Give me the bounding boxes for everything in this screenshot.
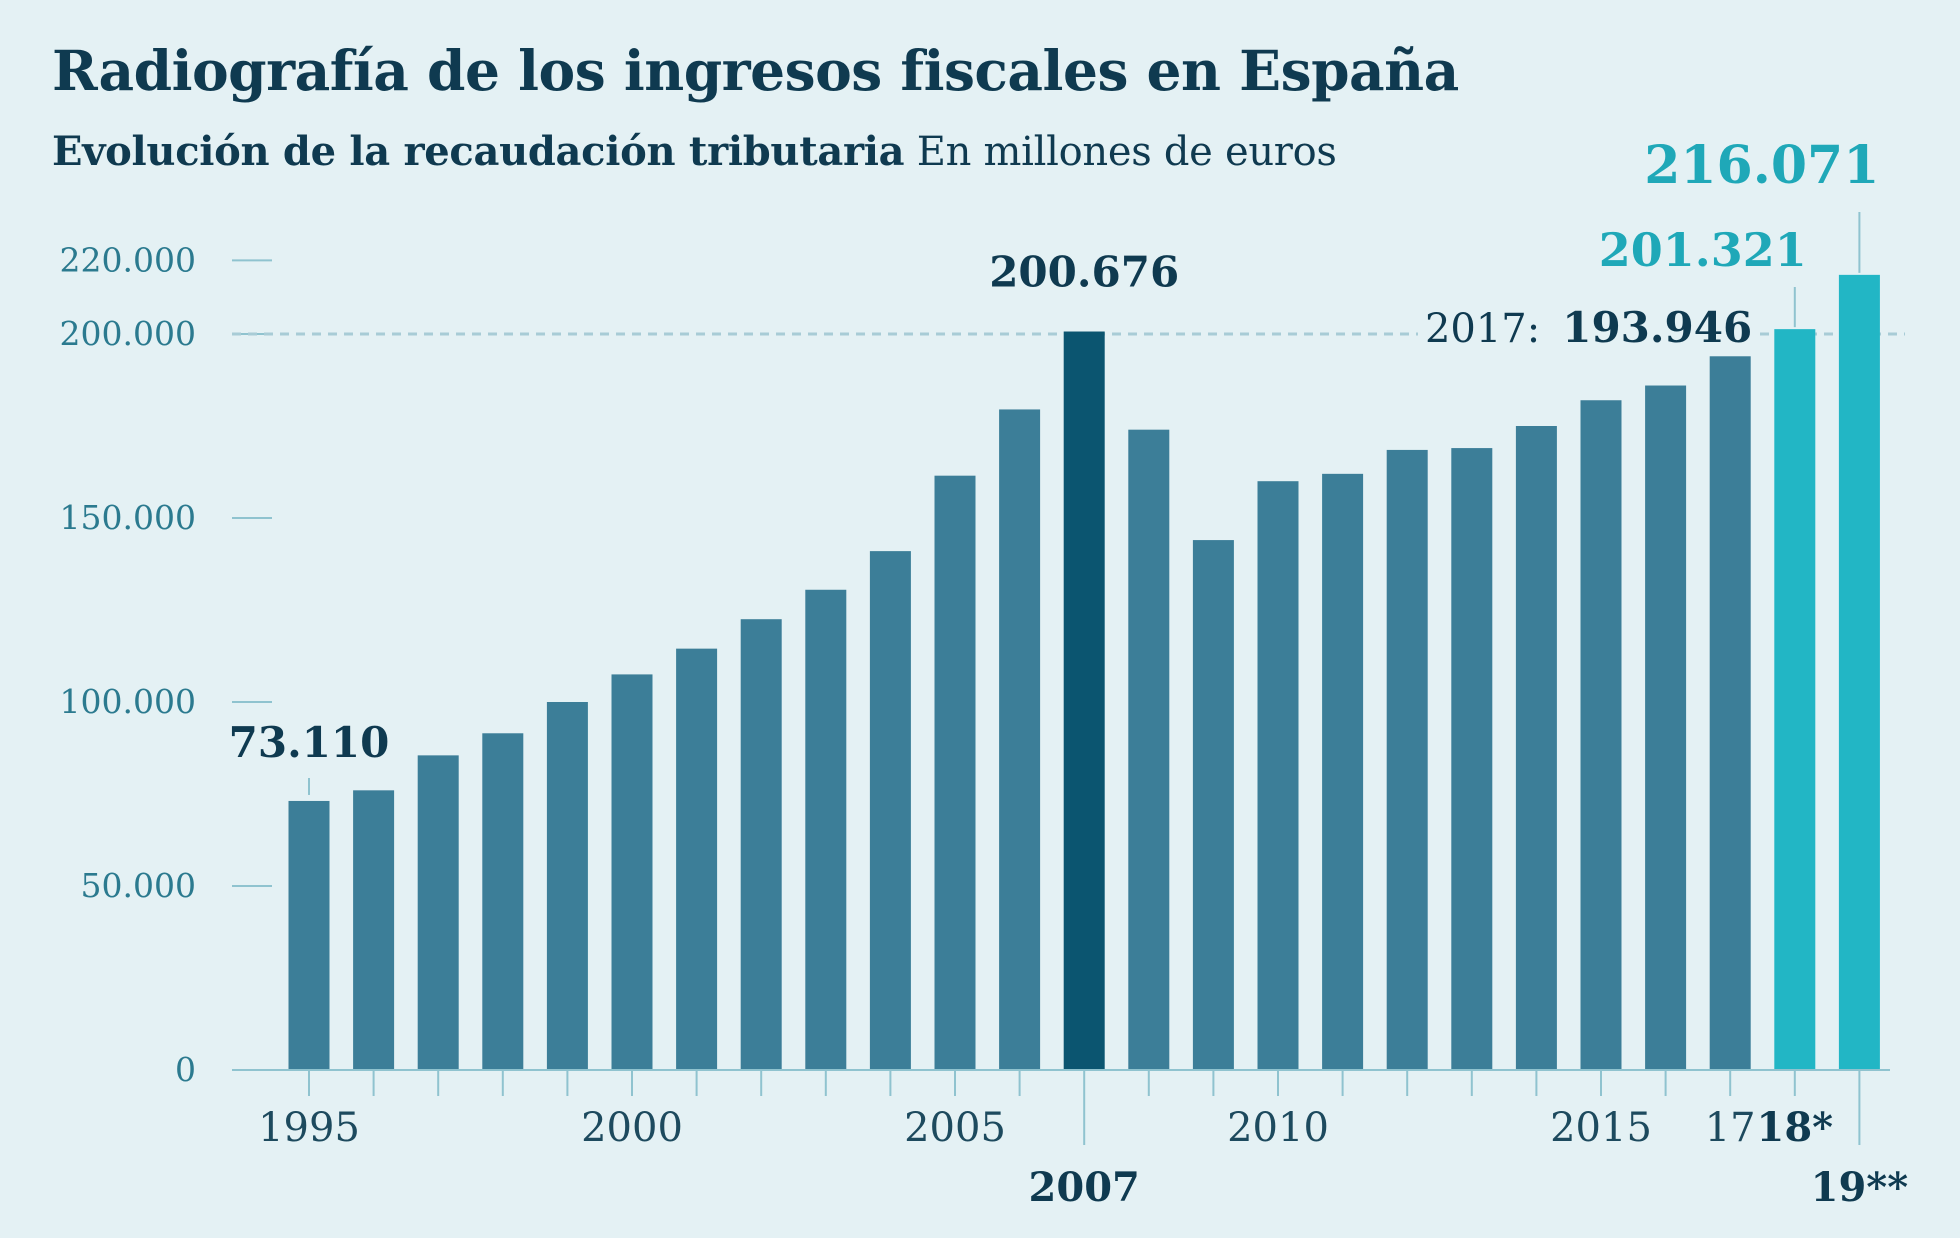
y-tick-label: 100.000 <box>60 682 196 721</box>
data-label-2017: 2017: 193.946 <box>1425 303 1752 352</box>
bar-1995 <box>288 800 330 1070</box>
bar-2004 <box>869 551 911 1070</box>
y-tick-label: 0 <box>175 1050 196 1089</box>
subtitle-bold: Evolución de la recaudación tributaria <box>52 128 905 175</box>
bar-2009 <box>1192 540 1234 1070</box>
y-tick-label: 220.000 <box>60 240 196 279</box>
bar-1999 <box>546 702 588 1070</box>
bar-2002 <box>740 619 782 1070</box>
bar-2011 <box>1322 473 1364 1071</box>
chart-subtitle: Evolución de la recaudación tributaria E… <box>52 128 1337 175</box>
bar-2007 <box>1063 331 1105 1070</box>
bar-2001 <box>676 648 718 1070</box>
bar-2005 <box>934 475 976 1070</box>
bars <box>288 274 1880 1071</box>
bar-1998 <box>482 733 524 1070</box>
bar-2000 <box>611 674 653 1070</box>
bar-2006 <box>999 409 1041 1070</box>
bar-2019 <box>1838 274 1880 1070</box>
bar-1996 <box>353 790 395 1070</box>
x-tick-label: 18* <box>1757 1104 1834 1151</box>
bar-2003 <box>805 589 847 1070</box>
x-tick-label: 1995 <box>258 1105 360 1151</box>
data-labels: 73.110 200.676 2017: 193.946 201.321 216.071 <box>229 135 1879 795</box>
data-label-value: 193.946 <box>1562 303 1752 352</box>
y-axis: 0 50.000 100.000 150.000 200.000 220.000 <box>60 240 272 1089</box>
y-tick-label: 50.000 <box>81 866 196 905</box>
bar-2008 <box>1128 429 1170 1070</box>
y-tick-label: 200.000 <box>60 314 196 353</box>
bar-2014 <box>1515 426 1557 1070</box>
bar-2013 <box>1451 448 1493 1071</box>
x-tick-label: 2010 <box>1227 1105 1329 1151</box>
data-label-2019: 216.071 <box>1644 135 1879 196</box>
data-label-2007: 200.676 <box>989 248 1179 297</box>
x-tick-label: 2015 <box>1550 1105 1652 1151</box>
x-tick-label: 2005 <box>904 1105 1006 1151</box>
bar-2017 <box>1709 356 1751 1071</box>
bar-1997 <box>417 755 459 1070</box>
chart-title: Radiografía de los ingresos fiscales en … <box>52 38 1459 103</box>
bar-2016 <box>1645 385 1687 1070</box>
bar-2018 <box>1774 329 1816 1070</box>
x-tick-label: 19** <box>1811 1164 1909 1211</box>
x-tick-label: 2000 <box>581 1105 683 1151</box>
x-tick-label: 17 <box>1705 1105 1756 1151</box>
y-tick-label: 150.000 <box>60 498 196 537</box>
x-axis: 1995 2000 2005 2007 2010 2015 17 18* 19** <box>232 1069 1909 1211</box>
bar-2010 <box>1257 481 1299 1070</box>
data-label-1995: 73.110 <box>229 718 390 767</box>
x-tick-label: 2007 <box>1029 1164 1140 1211</box>
bar-2015 <box>1580 400 1622 1070</box>
subtitle-units: En millones de euros <box>916 129 1337 175</box>
bar-2012 <box>1386 449 1428 1070</box>
data-label-prefix: 2017: <box>1425 306 1540 352</box>
data-label-2018: 201.321 <box>1599 223 1807 277</box>
